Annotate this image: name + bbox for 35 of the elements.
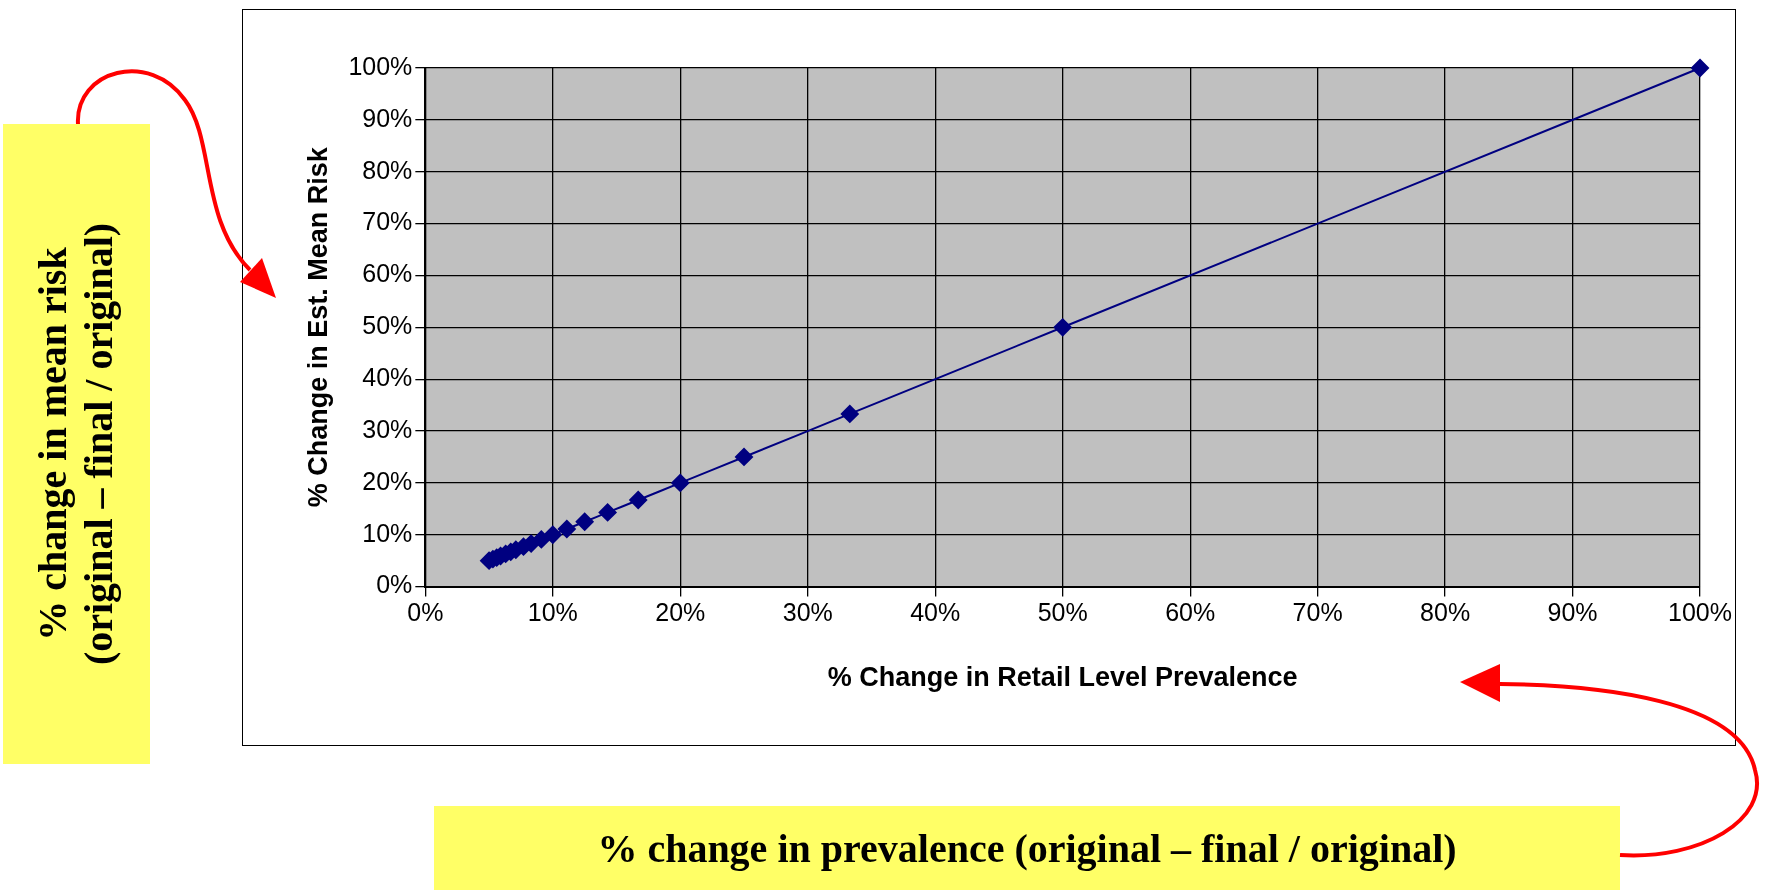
y-tick-label: 20%	[362, 466, 413, 495]
x-tick-label: 20%	[655, 598, 706, 627]
point	[1053, 318, 1072, 337]
y-tick-label: 60%	[362, 259, 413, 288]
x-tick-label: 70%	[1292, 598, 1343, 627]
x-tick-label: 10%	[527, 598, 578, 627]
point	[598, 503, 617, 522]
y-tick-label: 80%	[362, 155, 413, 184]
x-tick-label: 50%	[1037, 598, 1088, 627]
point	[629, 490, 648, 509]
x-axis-title: % Change in Retail Level Prevalence	[827, 662, 1298, 693]
x-tick-label: 90%	[1547, 598, 1598, 627]
y-tick-label: 40%	[362, 363, 413, 392]
point	[671, 473, 690, 492]
y-tick-label: 0%	[376, 570, 413, 599]
y-tick-label: 100%	[348, 51, 413, 80]
x-tick-label: 80%	[1420, 598, 1471, 627]
x-tick-label: 30%	[782, 598, 833, 627]
y-tick-label: 30%	[362, 414, 413, 443]
y-tick-label: 90%	[362, 103, 413, 132]
text: % change in prevalence (original – final / original)	[597, 824, 1457, 872]
point	[1691, 59, 1710, 77]
point	[557, 520, 576, 539]
x-tick-label: 100%	[1668, 598, 1733, 627]
y-tick-label: 70%	[362, 207, 413, 236]
y-tick-label: 10%	[362, 518, 413, 547]
y-axis-title: % Change in Est. Mean Risk	[302, 146, 333, 508]
point	[575, 512, 594, 531]
x-tick-label: 0%	[407, 598, 444, 627]
text: % change in mean risk (original – final / original)	[30, 222, 123, 666]
y-tick-label: 50%	[362, 311, 413, 340]
x-tick-label: 60%	[1165, 598, 1216, 627]
x-tick-label: 40%	[910, 598, 961, 627]
point	[735, 447, 754, 466]
point	[840, 404, 859, 423]
